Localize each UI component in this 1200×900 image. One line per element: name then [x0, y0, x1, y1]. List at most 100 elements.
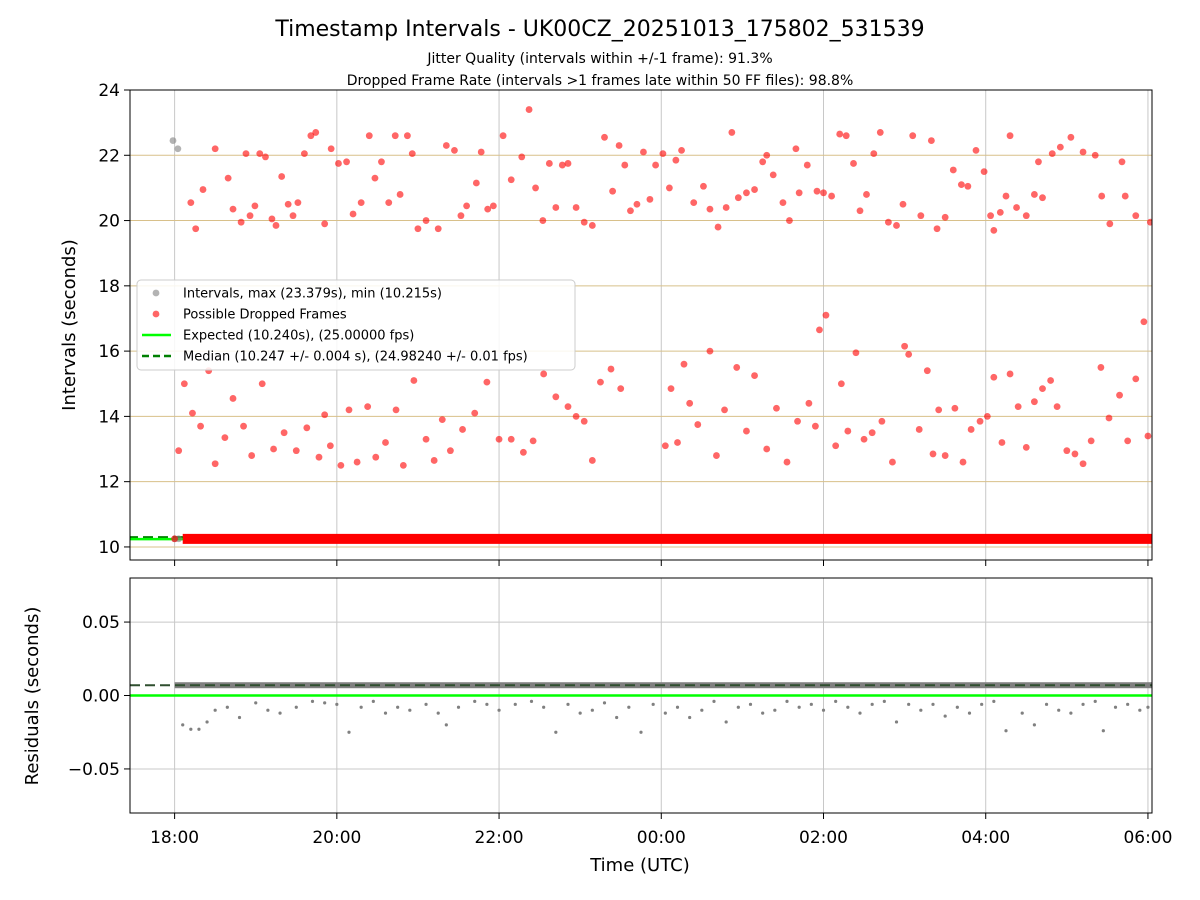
residual-point	[846, 705, 850, 709]
residual-point	[797, 705, 801, 709]
dropped-frame-point	[743, 189, 750, 197]
dropped-frame-point	[678, 146, 685, 154]
residual-point	[992, 699, 996, 703]
dropped-frame-point	[822, 311, 830, 319]
dropped-frame-point	[923, 367, 931, 375]
dropped-frame-point	[472, 179, 480, 187]
dropped-frame-point	[434, 225, 442, 233]
dropped-frame-point	[364, 403, 372, 410]
dropped-frame-point	[251, 202, 259, 210]
legend-label: Possible Dropped Frames	[183, 308, 347, 323]
residual-point	[359, 705, 363, 709]
residual-point	[870, 702, 874, 706]
residual-point	[834, 699, 838, 703]
residual-point	[748, 702, 753, 706]
residual-point	[205, 720, 209, 724]
dropped-frame-point	[621, 161, 629, 169]
residual-point	[1032, 723, 1036, 727]
dropped-frame-point	[327, 145, 335, 153]
dropped-frame-point	[889, 458, 896, 466]
dropped-frame-point	[335, 160, 342, 167]
top-y-axis-label: Intervals (seconds)	[59, 239, 80, 411]
dropped-frame-point	[722, 204, 730, 211]
residual-point	[396, 705, 400, 709]
residual-point	[675, 705, 680, 709]
dropped-frame-point	[1079, 148, 1087, 156]
dropped-frame-point	[532, 184, 539, 192]
dropped-frame-point	[734, 194, 742, 202]
dropped-frame-point	[303, 424, 311, 432]
chart-subtitle-dropped: Dropped Frame Rate (intervals >1 frames …	[347, 73, 854, 89]
dropped-frame-point	[787, 535, 795, 543]
x-tick-label: 04:00	[961, 828, 1010, 848]
bottom-y-tick-label: −0.05	[68, 760, 120, 780]
dropped-frame-point	[700, 182, 707, 190]
dropped-frame-point	[1140, 318, 1148, 326]
residual-point	[554, 730, 558, 734]
top-plot-area	[130, 106, 1152, 544]
dropped-frame-point	[1063, 447, 1071, 455]
x-axis-label: Time (UTC)	[589, 855, 690, 876]
dropped-frame-point	[935, 406, 943, 414]
dropped-frame-point	[442, 142, 450, 149]
dropped-frame-point	[876, 129, 884, 136]
dropped-frame-point	[893, 222, 900, 229]
dropped-frame-point	[326, 442, 334, 450]
dropped-frame-point	[544, 535, 552, 543]
dropped-frame-point	[852, 349, 860, 357]
dropped-frame-point	[607, 365, 615, 373]
residual-point	[513, 702, 517, 706]
legend-marker-dot	[152, 310, 160, 318]
dropped-frame-point	[592, 535, 600, 543]
dropped-frame-point	[792, 145, 800, 153]
dropped-frame-point	[1048, 150, 1056, 158]
dropped-frame-point	[1002, 192, 1010, 200]
residual-point	[189, 727, 193, 731]
dropped-frame-point	[1116, 391, 1123, 399]
dropped-frame-point	[525, 106, 533, 113]
x-tick-label: 18:00	[150, 828, 199, 848]
dropped-frame-point	[378, 158, 385, 166]
dropped-frame-point	[457, 212, 465, 220]
dropped-frame-point	[813, 187, 821, 195]
dropped-frame-point	[972, 146, 980, 154]
residual-point	[688, 715, 692, 720]
top-y-tick-label: 22	[98, 146, 120, 166]
dropped-frame-point	[957, 181, 965, 189]
x-tick-label: 06:00	[1123, 828, 1172, 848]
dropped-frame-point	[1030, 191, 1038, 198]
dropped-frame-point	[659, 150, 667, 158]
dropped-frame-point	[229, 205, 237, 213]
dropped-frame-point	[540, 370, 548, 378]
dropped-frame-point	[392, 406, 400, 414]
dropped-frame-point	[343, 158, 350, 166]
residual-point	[1126, 702, 1130, 706]
dropped-frame-point	[1097, 364, 1105, 371]
residual-point	[335, 702, 339, 706]
residual-point	[1020, 711, 1024, 715]
dropped-frame-point	[1079, 535, 1087, 543]
dropped-frame-point	[349, 210, 357, 218]
residual-point	[181, 723, 185, 727]
dropped-frame-point	[252, 535, 260, 543]
residual-point	[663, 711, 667, 715]
legend-label: Expected (10.240s), (25.00000 fps)	[183, 329, 414, 344]
dropped-frame-point	[1105, 414, 1113, 422]
dropped-frame-point	[899, 200, 907, 208]
dropped-frame-point	[686, 399, 694, 407]
dropped-frame-point	[641, 535, 649, 543]
dropped-frame-point	[1106, 220, 1114, 228]
residual-point	[712, 699, 716, 703]
dropped-frame-point	[929, 450, 937, 458]
dropped-frame-point	[856, 207, 864, 215]
dropped-frame-point	[763, 151, 771, 159]
dropped-frame-point	[224, 174, 232, 182]
dropped-frame-point	[529, 437, 537, 445]
interval-point	[169, 137, 177, 144]
residual-point	[213, 708, 217, 712]
dropped-frame-point	[321, 220, 329, 228]
dropped-frame-point	[300, 535, 308, 543]
residual-point	[456, 705, 461, 709]
dropped-frame-point	[507, 176, 515, 184]
